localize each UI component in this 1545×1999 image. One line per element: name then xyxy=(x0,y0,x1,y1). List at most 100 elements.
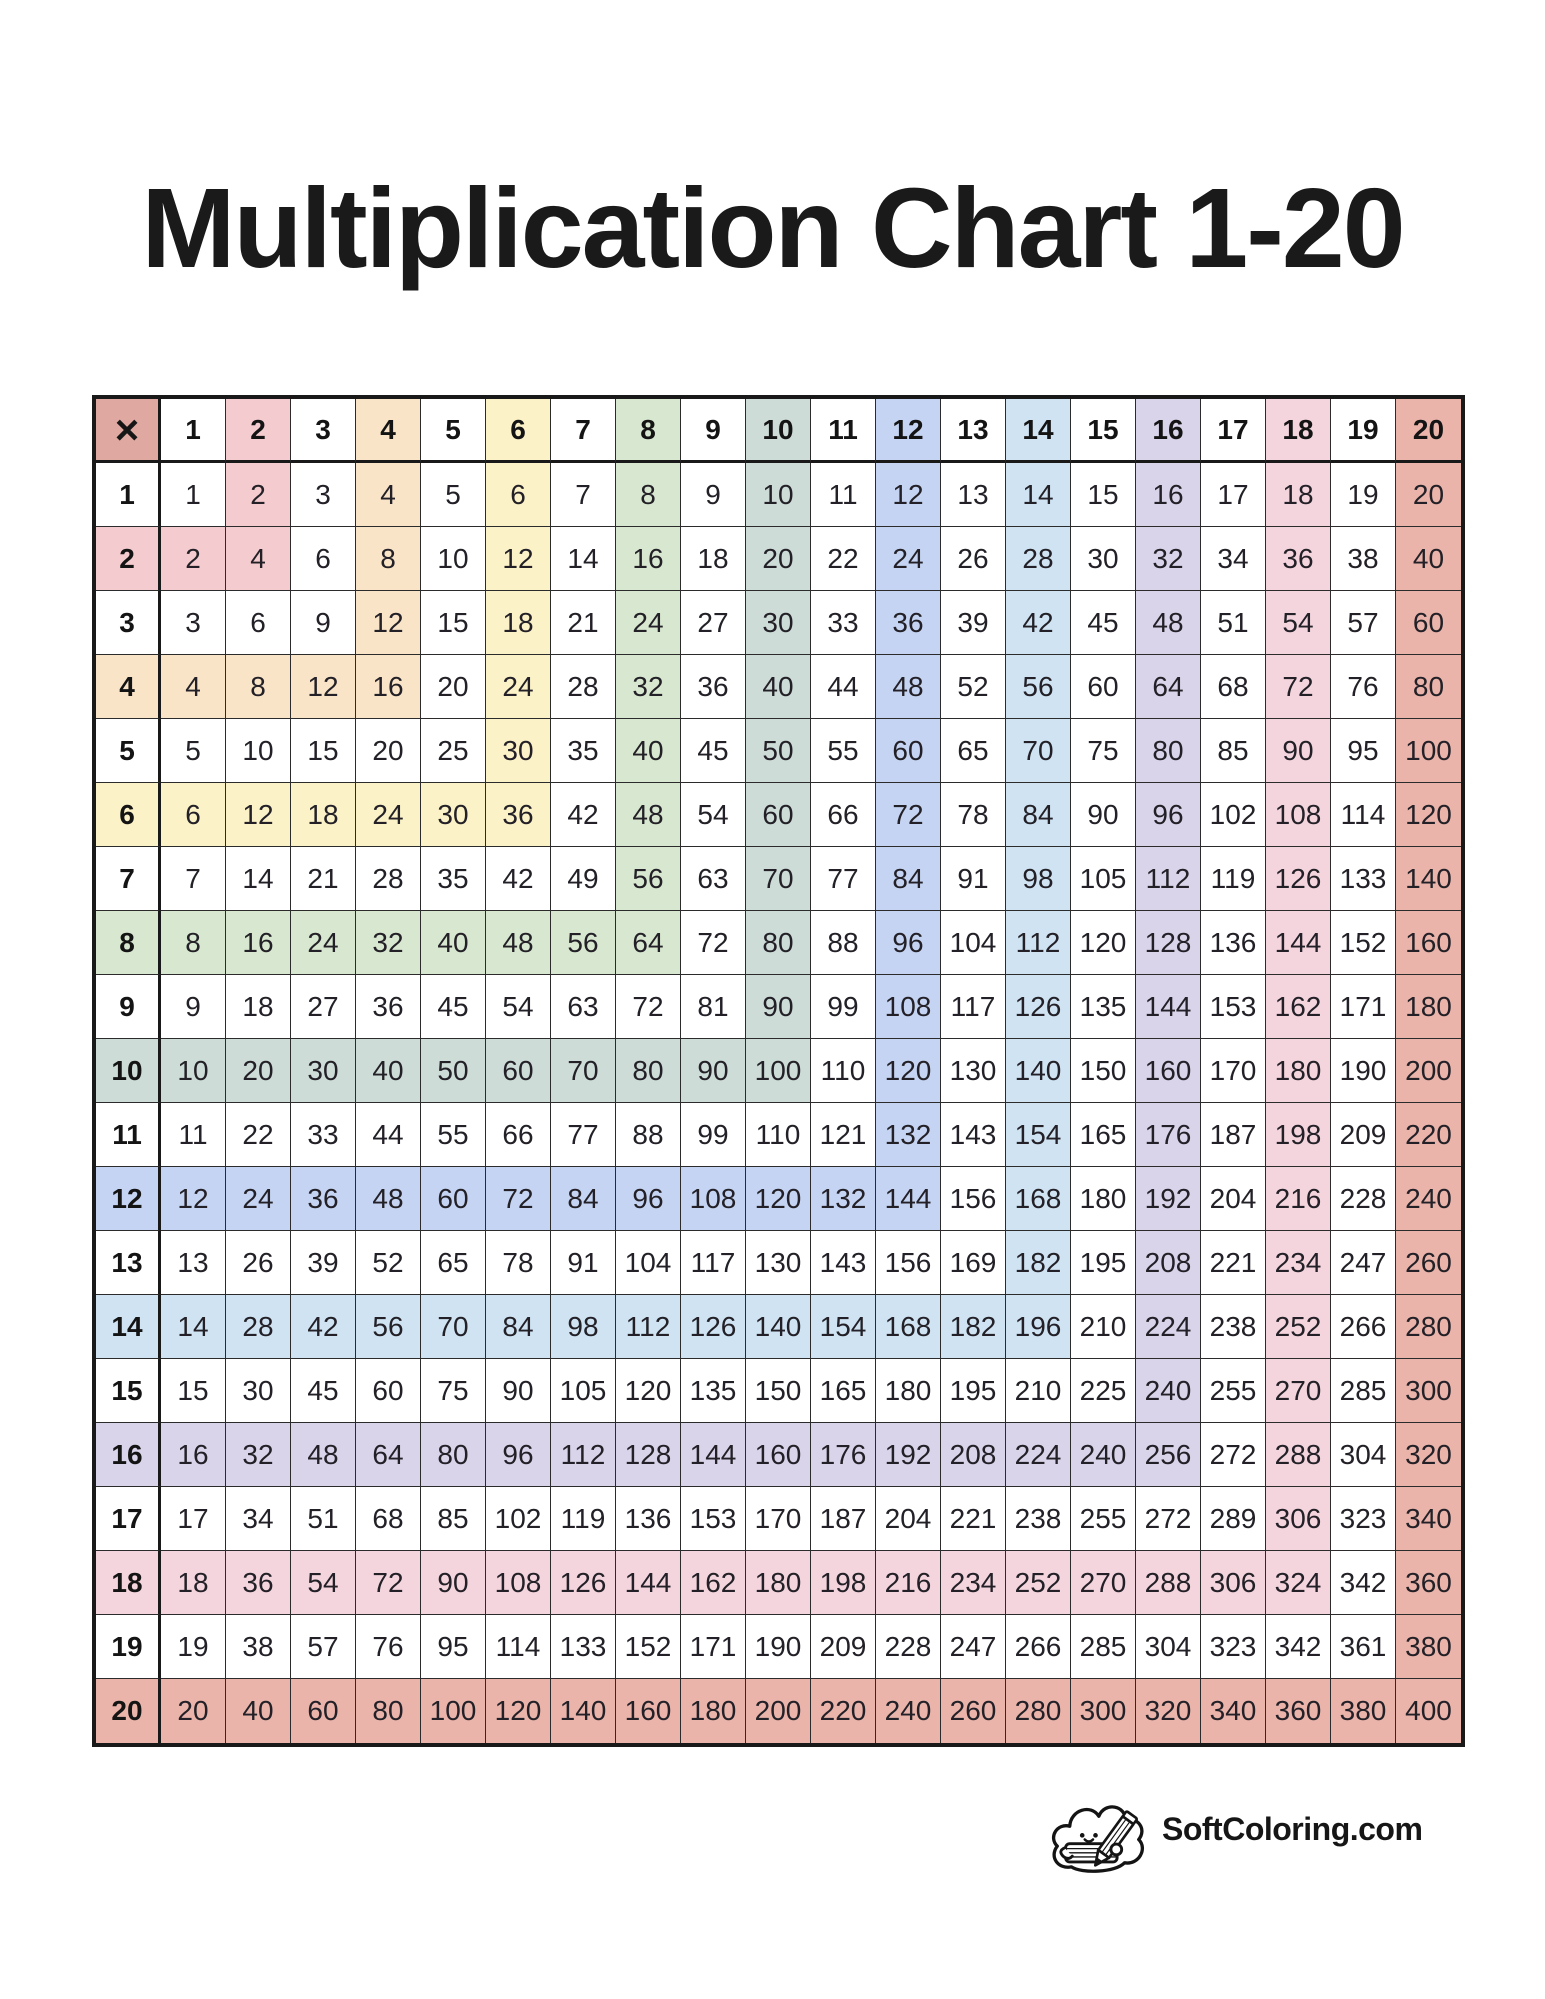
product-cell: 156 xyxy=(876,1231,941,1295)
col-header-cell: 5 xyxy=(421,399,486,463)
col-header-cell: 16 xyxy=(1136,399,1201,463)
product-cell: 84 xyxy=(1006,783,1071,847)
product-cell: 60 xyxy=(876,719,941,783)
row-header-cell: 16 xyxy=(96,1423,161,1487)
product-cell: 76 xyxy=(1331,655,1396,719)
row-header-cell: 17 xyxy=(96,1487,161,1551)
product-cell: 21 xyxy=(551,591,616,655)
product-cell: 42 xyxy=(1006,591,1071,655)
product-cell: 225 xyxy=(1071,1359,1136,1423)
product-cell: 95 xyxy=(421,1615,486,1679)
product-cell: 272 xyxy=(1136,1487,1201,1551)
product-cell: 126 xyxy=(1006,975,1071,1039)
product-cell: 130 xyxy=(941,1039,1006,1103)
product-cell: 96 xyxy=(486,1423,551,1487)
product-cell: 66 xyxy=(486,1103,551,1167)
product-cell: 108 xyxy=(681,1167,746,1231)
product-cell: 9 xyxy=(161,975,226,1039)
product-cell: 26 xyxy=(941,527,1006,591)
product-cell: 16 xyxy=(616,527,681,591)
product-cell: 81 xyxy=(681,975,746,1039)
col-header-cell: 11 xyxy=(811,399,876,463)
product-cell: 11 xyxy=(161,1103,226,1167)
product-cell: 30 xyxy=(226,1359,291,1423)
product-cell: 117 xyxy=(681,1231,746,1295)
product-cell: 180 xyxy=(1071,1167,1136,1231)
product-cell: 3 xyxy=(291,463,356,527)
product-cell: 171 xyxy=(1331,975,1396,1039)
product-cell: 68 xyxy=(356,1487,421,1551)
product-cell: 108 xyxy=(486,1551,551,1615)
product-cell: 8 xyxy=(356,527,421,591)
product-cell: 42 xyxy=(291,1295,356,1359)
product-cell: 18 xyxy=(161,1551,226,1615)
product-cell: 104 xyxy=(941,911,1006,975)
operator-cell: × xyxy=(96,399,161,463)
product-cell: 8 xyxy=(226,655,291,719)
product-cell: 126 xyxy=(551,1551,616,1615)
product-cell: 90 xyxy=(486,1359,551,1423)
product-cell: 112 xyxy=(616,1295,681,1359)
product-cell: 10 xyxy=(161,1039,226,1103)
product-cell: 70 xyxy=(1006,719,1071,783)
brand-text: SoftColoring.com xyxy=(1162,1810,1423,1847)
col-header-cell: 4 xyxy=(356,399,421,463)
product-cell: 198 xyxy=(811,1551,876,1615)
product-cell: 252 xyxy=(1006,1551,1071,1615)
product-cell: 60 xyxy=(486,1039,551,1103)
product-cell: 240 xyxy=(1136,1359,1201,1423)
product-cell: 300 xyxy=(1396,1359,1461,1423)
product-cell: 27 xyxy=(681,591,746,655)
cloud-pencil-logo-icon xyxy=(1051,1805,1144,1873)
product-cell: 98 xyxy=(1006,847,1071,911)
product-cell: 39 xyxy=(941,591,1006,655)
product-cell: 170 xyxy=(746,1487,811,1551)
col-header-cell: 10 xyxy=(746,399,811,463)
product-cell: 33 xyxy=(291,1103,356,1167)
product-cell: 204 xyxy=(876,1487,941,1551)
product-cell: 14 xyxy=(1006,463,1071,527)
product-cell: 320 xyxy=(1396,1423,1461,1487)
row-header-cell: 13 xyxy=(96,1231,161,1295)
product-cell: 6 xyxy=(161,783,226,847)
product-cell: 60 xyxy=(356,1359,421,1423)
product-cell: 156 xyxy=(941,1167,1006,1231)
col-header-cell: 17 xyxy=(1201,399,1266,463)
product-cell: 112 xyxy=(1136,847,1201,911)
product-cell: 24 xyxy=(486,655,551,719)
product-cell: 114 xyxy=(486,1615,551,1679)
product-cell: 56 xyxy=(616,847,681,911)
product-cell: 51 xyxy=(291,1487,356,1551)
product-cell: 35 xyxy=(551,719,616,783)
product-cell: 4 xyxy=(161,655,226,719)
product-cell: 150 xyxy=(746,1359,811,1423)
product-cell: 119 xyxy=(551,1487,616,1551)
product-cell: 24 xyxy=(876,527,941,591)
product-cell: 150 xyxy=(1071,1039,1136,1103)
product-cell: 126 xyxy=(1266,847,1331,911)
row-header-cell: 7 xyxy=(96,847,161,911)
product-cell: 48 xyxy=(876,655,941,719)
product-cell: 52 xyxy=(941,655,1006,719)
product-cell: 100 xyxy=(1396,719,1461,783)
product-cell: 20 xyxy=(161,1679,226,1743)
product-cell: 198 xyxy=(1266,1103,1331,1167)
product-cell: 340 xyxy=(1201,1679,1266,1743)
product-cell: 9 xyxy=(291,591,356,655)
product-cell: 252 xyxy=(1266,1295,1331,1359)
row-header-cell: 5 xyxy=(96,719,161,783)
product-cell: 195 xyxy=(941,1359,1006,1423)
product-cell: 3 xyxy=(161,591,226,655)
product-cell: 119 xyxy=(1201,847,1266,911)
product-cell: 34 xyxy=(226,1487,291,1551)
product-cell: 64 xyxy=(616,911,681,975)
product-cell: 48 xyxy=(356,1167,421,1231)
product-cell: 140 xyxy=(746,1295,811,1359)
product-cell: 13 xyxy=(941,463,1006,527)
product-cell: 209 xyxy=(1331,1103,1396,1167)
product-cell: 91 xyxy=(941,847,1006,911)
product-cell: 238 xyxy=(1006,1487,1071,1551)
row-header-cell: 15 xyxy=(96,1359,161,1423)
product-cell: 342 xyxy=(1266,1615,1331,1679)
product-cell: 40 xyxy=(356,1039,421,1103)
